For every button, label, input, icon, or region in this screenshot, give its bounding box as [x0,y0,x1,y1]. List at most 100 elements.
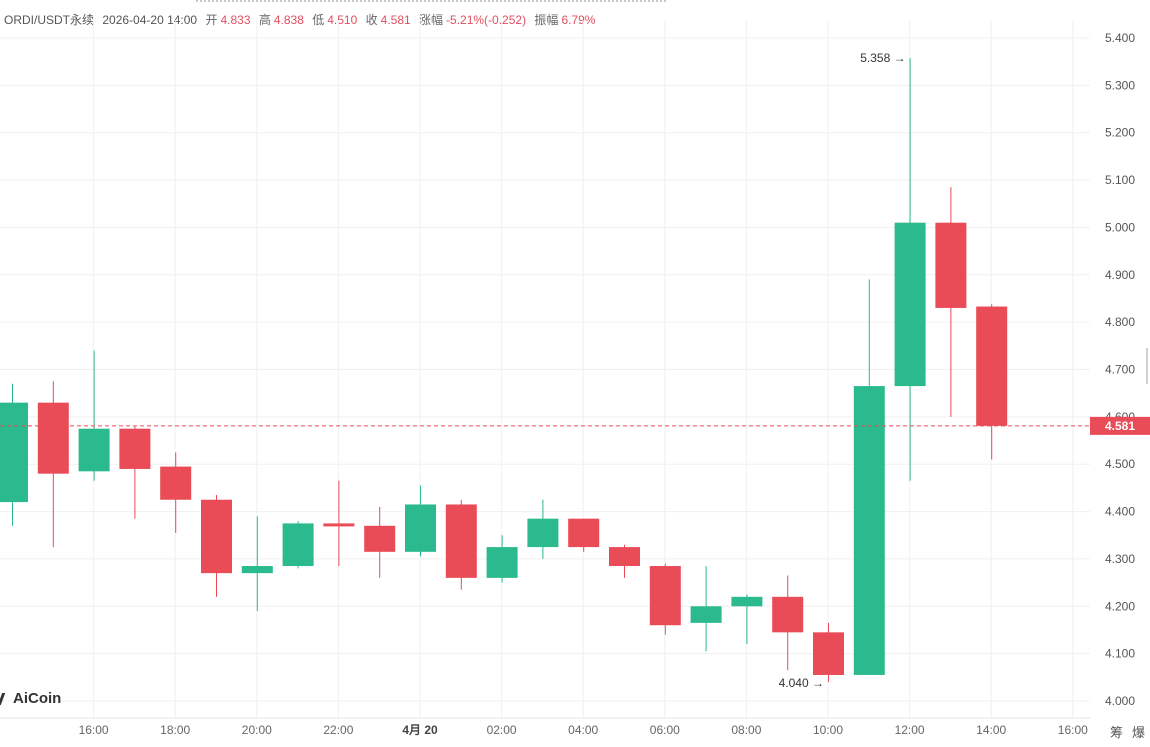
candle-body [649,566,681,626]
candle [527,499,559,559]
y-tick-label: 5.000 [1105,220,1135,234]
candle-body [119,428,151,469]
candle [364,506,396,578]
grid [0,20,1090,718]
amplitude-label: 振幅 [534,13,559,27]
candle [119,426,151,519]
candle-body [201,499,232,574]
candle [609,544,640,578]
y-tick-label: 5.400 [1105,31,1135,45]
candle [201,494,232,597]
candle-body [160,466,192,500]
candle [568,518,600,552]
candle-body [609,547,640,567]
candles [0,57,1008,683]
x-tick-label: 02:00 [487,723,517,737]
low-label: 低 [312,13,325,27]
y-tick-label: 4.500 [1105,457,1135,471]
min-price-label: 4.040 → [779,676,824,690]
candle [853,279,885,675]
x-tick-label: 06:00 [650,723,680,737]
y-tick-label: 4.000 [1105,694,1135,708]
candle [690,566,722,652]
candle [78,350,110,481]
open-value: 4.833 [220,13,251,27]
candle [405,485,436,557]
candle-body [282,523,314,567]
candle-body [813,632,844,675]
max-price-label: 5.358 → [860,51,905,65]
current-price-tag [1090,416,1150,435]
candle [813,622,844,683]
x-axis[interactable]: 16:00 18:00 20:00 22:00 4月 20 02:00 04:00 06:00… [0,717,1090,737]
candle-body [37,402,69,474]
change-value: -5.21%(-0.252) [446,13,527,27]
y-tick-label: 4.400 [1105,505,1135,519]
logo-text: AiCoin [13,690,62,707]
y-tick-label: 5.300 [1105,78,1135,92]
candle [282,521,314,569]
candle [241,516,273,612]
candle-body [241,566,273,574]
candle-body [78,428,110,472]
candle-body [853,386,885,675]
candle [0,383,28,526]
candle [323,480,355,567]
candle-body [527,518,559,548]
chip-distribution-button[interactable]: 筹 [1110,725,1124,740]
candle-body [0,402,28,503]
candle-body [690,606,722,623]
candle [445,499,477,590]
close-label: 收 [365,13,378,27]
datetime-label: 2026-04-20 14:00 [102,13,198,27]
candle-body [405,504,436,552]
candle [894,57,926,481]
candle-body [731,596,763,607]
x-tick-label: 16:00 [1058,723,1088,737]
y-tick-label: 4.700 [1105,363,1135,377]
candle-body [364,525,396,552]
liquidation-button[interactable]: 爆 [1132,725,1146,740]
aicoin-logo: AiCoin [0,690,61,707]
y-axis[interactable]: 4.0004.1004.2004.3004.4004.5004.6004.700… [1105,31,1135,708]
high-value: 4.838 [273,13,304,27]
x-tick-label: 12:00 [895,723,925,737]
y-tick-label: 4.100 [1105,647,1135,661]
y-tick-label: 4.300 [1105,552,1135,566]
x-tick-label: 20:00 [242,723,272,737]
high-label: 高 [258,13,271,27]
low-value: 4.510 [327,13,358,27]
change-label: 涨幅 [419,13,444,27]
candle-body [976,306,1008,426]
x-tick-label: 14:00 [976,723,1006,737]
open-label: 开 [205,13,218,27]
scroll-handle[interactable] [1146,348,1148,384]
x-tick-label: 16:00 [79,723,109,737]
candle [486,535,518,583]
x-tick-label: 4月 20 [402,723,438,737]
y-tick-label: 4.800 [1105,315,1135,329]
candle-body [935,222,967,308]
x-tick-label: 22:00 [323,723,353,737]
y-tick-label: 5.200 [1105,126,1135,140]
top-toolbar-edge [196,0,666,6]
y-tick-label: 5.100 [1105,173,1135,187]
x-tick-label: 04:00 [568,723,598,737]
amplitude-value: 6.79% [561,13,596,27]
y-tick-label: 4.900 [1105,268,1135,282]
current-price-label: 4.581 [1105,419,1135,433]
candle [772,575,804,671]
candle-body [486,547,518,578]
logo-mark-icon [0,692,12,705]
candle-body [772,596,804,633]
candle [160,452,192,533]
symbol-label[interactable]: ORDI/USDT永续 [4,13,95,27]
candle-body [445,504,477,578]
candle [935,187,967,417]
ohlc-header: ORDI/USDT永续 2026-04-20 14:00 开 4.833 高 4.8… [4,11,600,27]
candle-body [323,523,355,527]
x-tick-label: 18:00 [160,723,190,737]
candle [976,304,1008,460]
x-tick-label: 10:00 [813,723,843,737]
